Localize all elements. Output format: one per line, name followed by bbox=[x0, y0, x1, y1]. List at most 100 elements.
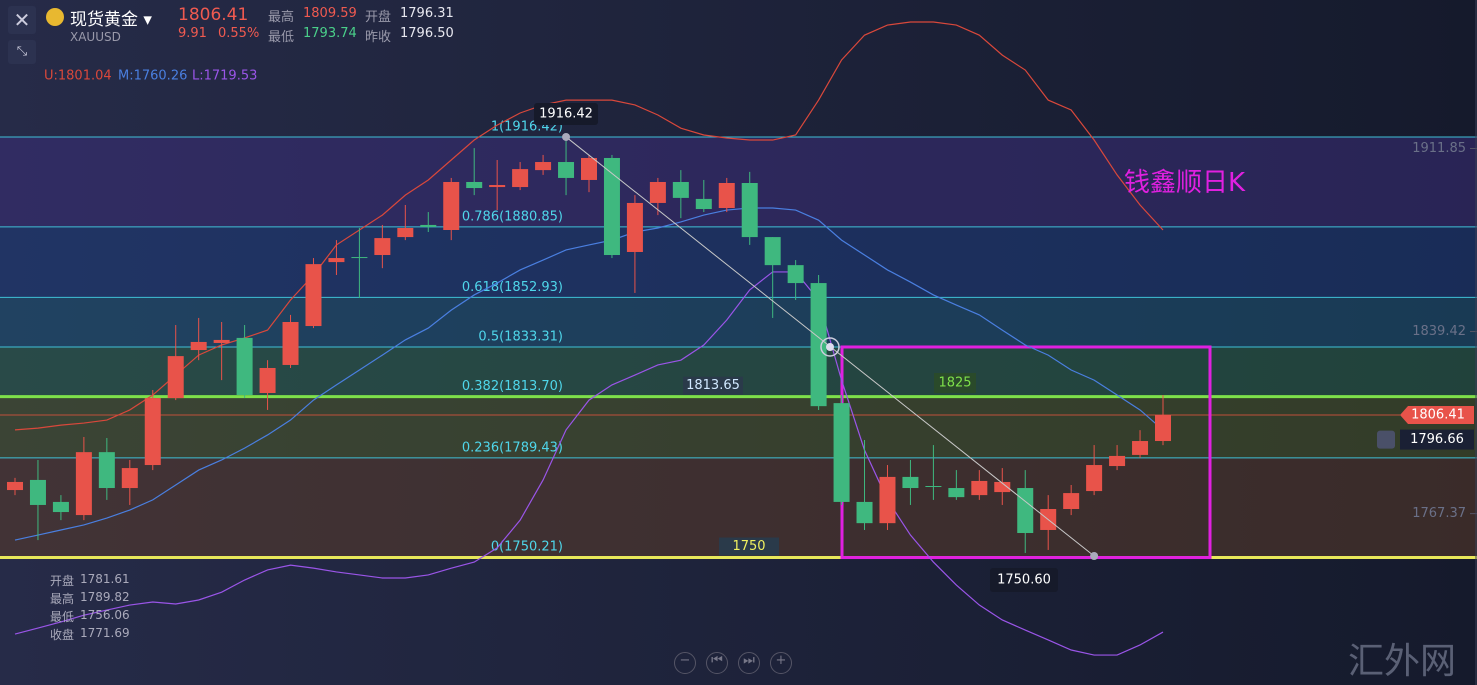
site-watermark: 汇外网 bbox=[1348, 641, 1457, 682]
ohlc-value: 1771.69 bbox=[80, 626, 130, 640]
fib-label: 0(1750.21) bbox=[491, 539, 563, 554]
candle-body bbox=[213, 339, 230, 343]
candle-body bbox=[305, 264, 322, 327]
candle-body bbox=[603, 157, 620, 256]
band-line bbox=[14, 271, 1164, 656]
name: 现货黄金 bbox=[70, 10, 138, 30]
candle-body bbox=[948, 488, 965, 498]
candle-body bbox=[351, 257, 368, 259]
candle-body bbox=[259, 367, 276, 394]
stat-label: 昨收 bbox=[365, 30, 392, 45]
instrument-name[interactable]: 现货黄金 ▾ bbox=[70, 10, 152, 30]
ohlc-label: 最低 bbox=[50, 610, 75, 624]
level-label: 1813.65 bbox=[686, 378, 740, 393]
candle-body bbox=[1109, 455, 1126, 467]
author-watermark: 钱鑫顺日K bbox=[1124, 168, 1246, 198]
candle-body bbox=[581, 157, 597, 180]
stat-label: 开盘 bbox=[365, 10, 392, 25]
candle-body bbox=[489, 185, 506, 188]
ohlc-value: 1789.82 bbox=[80, 590, 130, 604]
band-line bbox=[14, 207, 1164, 541]
box-label-bg bbox=[934, 373, 976, 393]
last-price-tag bbox=[1400, 405, 1474, 424]
candle-body bbox=[558, 162, 575, 178]
legend-entry: M:1760.26 bbox=[118, 69, 187, 84]
candle-body bbox=[1063, 493, 1080, 510]
candle-body bbox=[649, 181, 666, 203]
candle-body bbox=[764, 237, 781, 266]
price: 1806.41 bbox=[178, 5, 249, 25]
fib-label: 0.5(1833.31) bbox=[478, 329, 563, 344]
candle-body bbox=[98, 452, 115, 489]
last-price-label: 1806.41 bbox=[1411, 407, 1465, 422]
change-pct: 0.55% bbox=[218, 26, 260, 41]
candle-body bbox=[75, 452, 92, 516]
stat-value: 1796.50 bbox=[400, 26, 454, 41]
candle-body bbox=[971, 480, 988, 496]
candle-body bbox=[167, 356, 184, 399]
candle-body bbox=[833, 403, 850, 502]
candle-body bbox=[236, 337, 253, 396]
symbol: XAUUSD bbox=[70, 30, 121, 44]
candle-body bbox=[282, 321, 299, 365]
zoom-out[interactable]: − bbox=[674, 652, 696, 674]
candle-body bbox=[695, 198, 712, 210]
candle-body bbox=[810, 283, 827, 407]
candle-body bbox=[626, 202, 643, 252]
fib-label: 0.786(1880.85) bbox=[462, 209, 563, 224]
candle-body bbox=[902, 476, 919, 489]
candle-body bbox=[7, 481, 23, 491]
candle-body bbox=[1017, 488, 1034, 534]
stat-value: 1809.59 bbox=[303, 6, 357, 21]
candle-body bbox=[190, 341, 207, 351]
candle-body bbox=[443, 181, 460, 231]
close-button[interactable]: ✕ bbox=[8, 6, 36, 34]
candle-body bbox=[420, 224, 437, 227]
candle-body bbox=[994, 481, 1011, 493]
zoom-in[interactable]: + bbox=[770, 652, 792, 674]
candle-body bbox=[1132, 441, 1149, 455]
candle-body bbox=[1086, 465, 1103, 492]
candle-body bbox=[535, 162, 552, 171]
candle-body bbox=[879, 476, 896, 524]
candle-body bbox=[718, 182, 735, 209]
fib-zone bbox=[0, 396, 1477, 458]
gold-icon bbox=[46, 8, 64, 26]
first[interactable]: ⏮ bbox=[706, 652, 728, 674]
ohlc-label: 开盘 bbox=[50, 574, 75, 588]
legend-entry: L:1719.53 bbox=[192, 69, 257, 84]
alert-icon bbox=[1377, 430, 1395, 449]
level-label-bg bbox=[719, 537, 779, 556]
candle-body bbox=[121, 468, 138, 489]
candle-body bbox=[52, 501, 69, 513]
candle-body bbox=[29, 479, 46, 505]
y-tick-label: 1911.85 bbox=[1412, 141, 1466, 156]
ohlc-label: 最高 bbox=[50, 592, 75, 606]
trend-label: 1750.60 bbox=[997, 573, 1051, 588]
candle-body bbox=[672, 181, 689, 198]
shrink-button[interactable]: ⤡ bbox=[8, 40, 36, 64]
box-label: 1825 bbox=[938, 376, 971, 391]
candle-body bbox=[397, 227, 414, 238]
change: 9.91 bbox=[178, 26, 207, 41]
stat-value: 1796.31 bbox=[400, 6, 454, 21]
trend-label-bg bbox=[534, 102, 599, 125]
candle-body bbox=[512, 169, 529, 188]
trend-label: 1916.42 bbox=[539, 106, 593, 121]
candle-body bbox=[925, 486, 942, 488]
band-line bbox=[14, 21, 1164, 431]
y-tick-label: 1839.42 bbox=[1412, 324, 1466, 339]
alert-label: 1796.66 bbox=[1410, 432, 1464, 447]
fib-label: 0.618(1852.93) bbox=[462, 280, 563, 295]
trend-label-bg bbox=[990, 568, 1058, 593]
ohlc-label: 收盘 bbox=[50, 628, 75, 642]
level-label-bg bbox=[683, 376, 743, 395]
ohlc-value: 1756.06 bbox=[80, 608, 130, 622]
last[interactable]: ⏭ bbox=[738, 652, 760, 674]
alert-tag bbox=[1400, 429, 1474, 450]
trend-point bbox=[562, 132, 571, 141]
candle-body bbox=[856, 501, 873, 524]
candle-body bbox=[741, 182, 758, 238]
